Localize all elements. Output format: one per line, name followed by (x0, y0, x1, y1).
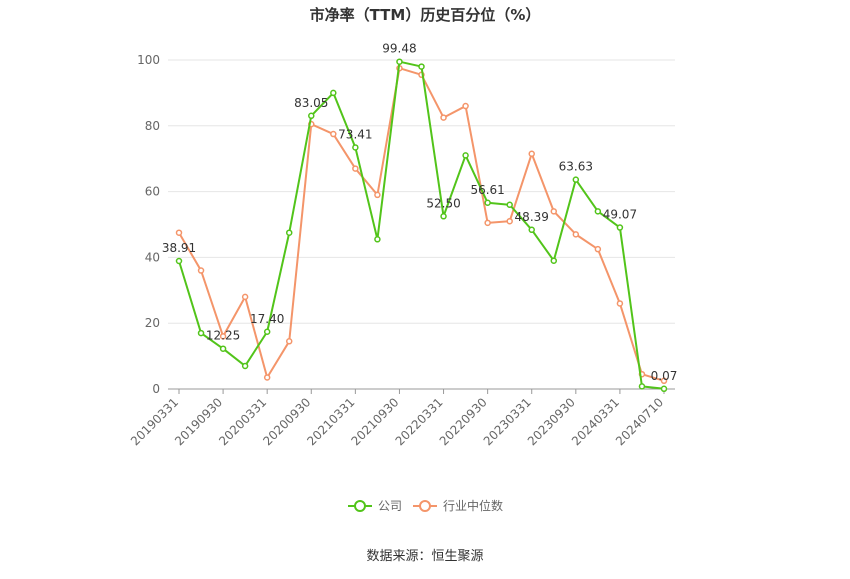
series-line (178, 67, 665, 382)
data-point (660, 377, 668, 385)
data-point (396, 58, 403, 65)
legend-item[interactable]: 公司 (348, 499, 402, 513)
series-line (178, 60, 665, 390)
legend[interactable]: 公司 行业中位数 (348, 498, 503, 513)
data-point (352, 165, 359, 172)
data-point (263, 374, 271, 381)
series-layer (175, 58, 668, 393)
data-point (506, 201, 513, 209)
data-label: 63.63 (559, 160, 593, 174)
data-point (241, 293, 249, 301)
data-point (550, 257, 558, 264)
data-point (528, 150, 535, 158)
y-tick-label: 0 (152, 382, 160, 396)
data-point (241, 362, 249, 370)
data-point (616, 300, 624, 307)
legend-label: 公司 (378, 499, 402, 513)
y-tick-label: 80 (145, 119, 160, 133)
data-label: 73.41 (338, 127, 372, 141)
y-tick-label: 40 (145, 250, 160, 264)
data-label: 48.39 (515, 210, 549, 224)
data-point (484, 199, 491, 207)
legend-item[interactable]: 行业中位数 (413, 498, 503, 513)
data-point (219, 333, 227, 340)
data-point (175, 229, 183, 236)
grid (168, 59, 675, 390)
data-point (440, 114, 447, 121)
data-point (285, 338, 293, 345)
data-point (660, 385, 668, 393)
legend-label: 行业中位数 (443, 498, 503, 513)
y-axis-ticks: 0 20 40 60 80 100 (137, 53, 160, 396)
data-label: 49.07 (603, 208, 637, 222)
data-label: 56.61 (470, 183, 504, 197)
data-point (572, 231, 580, 238)
data-label: 38.91 (162, 241, 196, 255)
x-tick-label: 20240710 (613, 395, 666, 448)
data-point (528, 226, 535, 234)
data-label: 99.48 (382, 42, 416, 56)
data-point (462, 102, 469, 110)
y-tick-label: 100 (137, 53, 160, 67)
y-tick-label: 20 (145, 316, 160, 330)
data-point (418, 63, 425, 70)
data-point (330, 130, 337, 138)
chart-title: 市净率（TTM）历史百分位（%） (310, 6, 541, 24)
data-point (219, 345, 227, 352)
data-point (175, 257, 183, 265)
data-point (263, 328, 271, 336)
legend-swatch-marker (419, 500, 431, 512)
data-label: 12.25 (206, 329, 240, 343)
data-point (374, 191, 381, 199)
data-point (308, 112, 315, 120)
data-labels: 38.91 12.25 17.40 83.05 73.41 99.48 52.50 56.61… (162, 42, 678, 383)
data-point (330, 89, 337, 97)
data-point (462, 152, 469, 159)
data-label: 17.40 (250, 312, 284, 326)
data-point (197, 267, 205, 274)
data-point (572, 176, 580, 183)
data-label: 52.50 (426, 196, 460, 210)
y-tick-label: 60 (145, 185, 160, 199)
data-point (440, 213, 447, 220)
data-point (506, 217, 513, 225)
data-label: 0.07 (651, 369, 678, 383)
data-point (352, 144, 359, 151)
data-label: 83.05 (294, 96, 328, 110)
data-point (594, 208, 602, 215)
data-point (550, 208, 558, 215)
data-point (374, 236, 381, 243)
legend-swatch-marker (354, 500, 366, 512)
data-point (638, 383, 646, 390)
data-point (285, 229, 293, 236)
x-axis: 2019033120190930202003312020093020210331… (128, 389, 666, 448)
data-point (484, 219, 491, 227)
data-point (594, 245, 602, 253)
data-source: 数据来源：恒生聚源 (366, 549, 483, 564)
data-point (616, 224, 624, 231)
data-point (197, 329, 205, 337)
